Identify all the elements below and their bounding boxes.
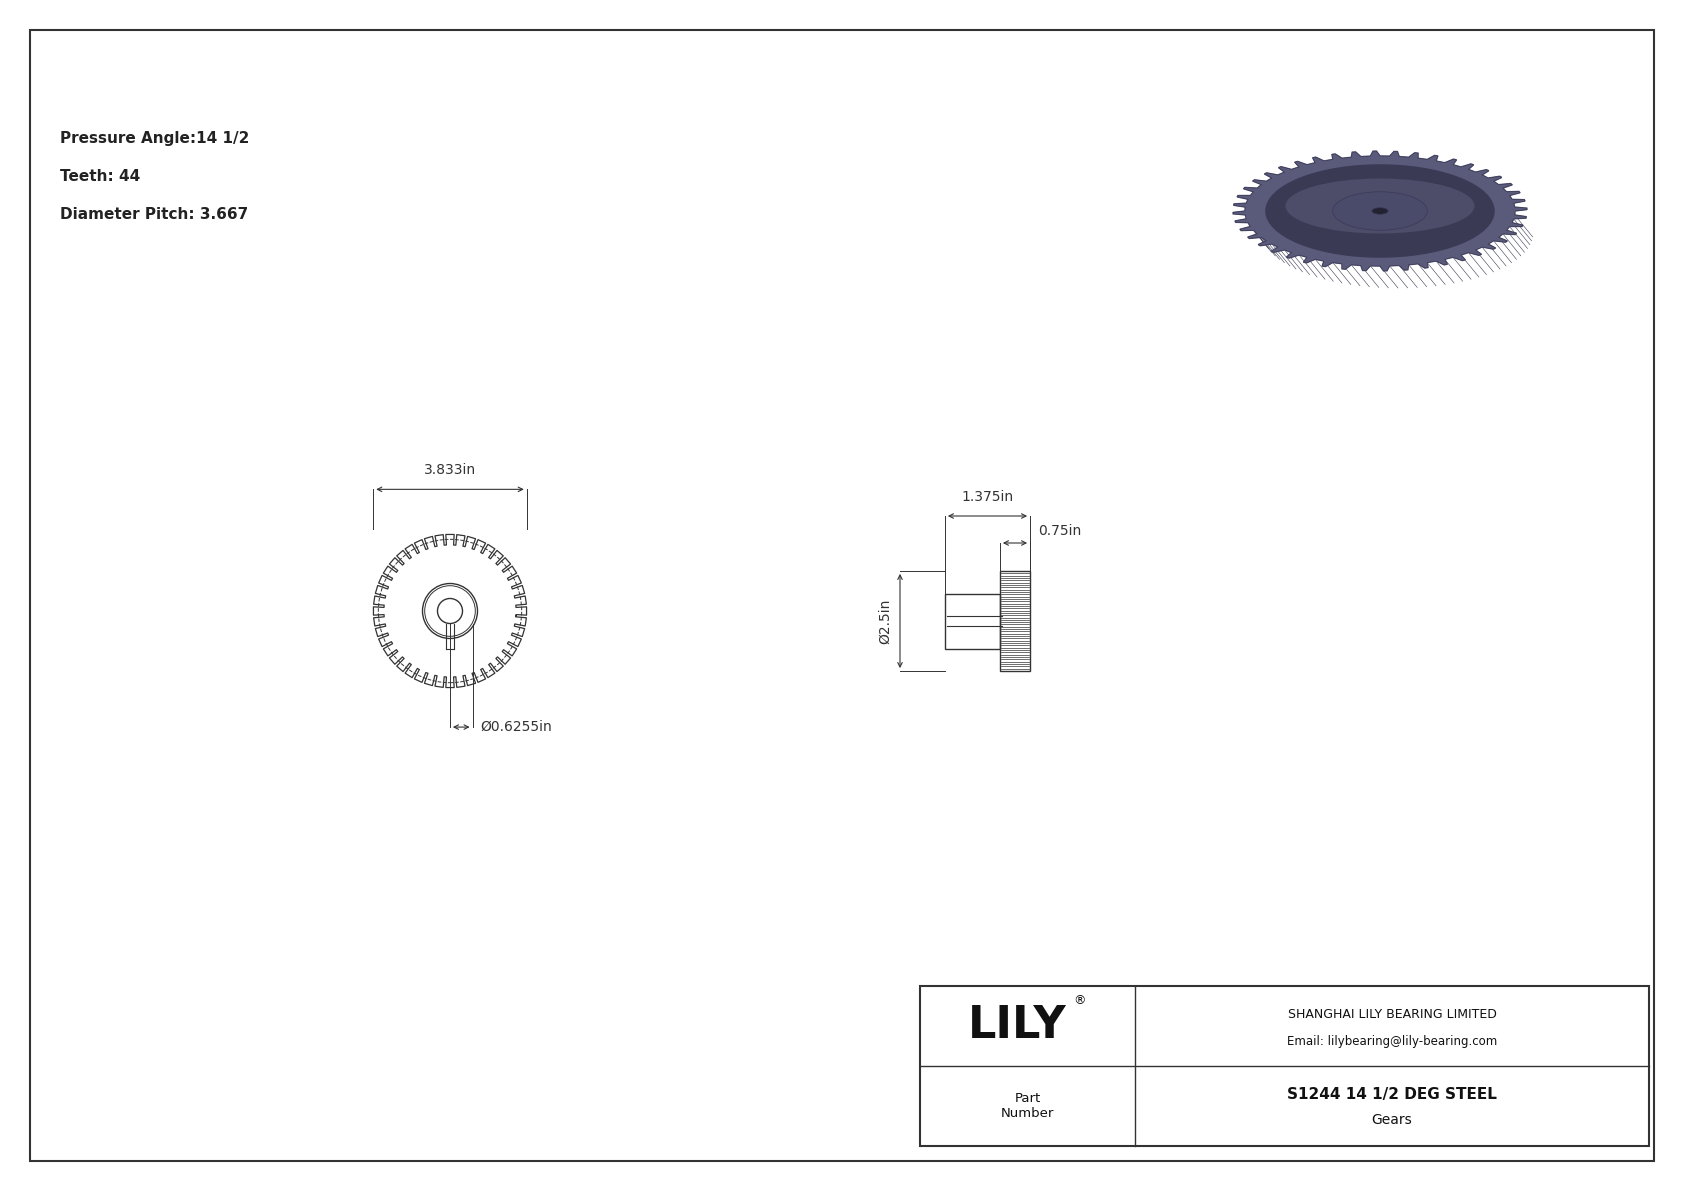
Text: Ø2.5in: Ø2.5in [877,598,893,643]
Ellipse shape [1332,192,1428,230]
Text: Ø0.6255in: Ø0.6255in [480,721,552,734]
Text: LILY: LILY [968,1004,1066,1048]
Ellipse shape [1285,179,1475,233]
Text: Email: lilybearing@lily-bearing.com: Email: lilybearing@lily-bearing.com [1287,1035,1497,1048]
Text: 3.833in: 3.833in [424,463,477,478]
Text: SHANGHAI LILY BEARING LIMITED: SHANGHAI LILY BEARING LIMITED [1288,1008,1497,1021]
Ellipse shape [1265,164,1495,257]
Polygon shape [1233,151,1527,270]
Text: Gears: Gears [1372,1114,1413,1127]
Text: Part
Number: Part Number [1000,1092,1054,1120]
Text: Diameter Pitch: 3.667: Diameter Pitch: 3.667 [61,207,248,222]
Text: 1.375in: 1.375in [962,490,1014,504]
Text: ®: ® [1073,994,1086,1008]
Ellipse shape [1372,207,1388,214]
Text: S1244 14 1/2 DEG STEEL: S1244 14 1/2 DEG STEEL [1287,1086,1497,1102]
Text: Teeth: 44: Teeth: 44 [61,169,140,183]
Text: Pressure Angle:14 1/2: Pressure Angle:14 1/2 [61,131,249,146]
Text: 0.75in: 0.75in [1037,524,1081,538]
